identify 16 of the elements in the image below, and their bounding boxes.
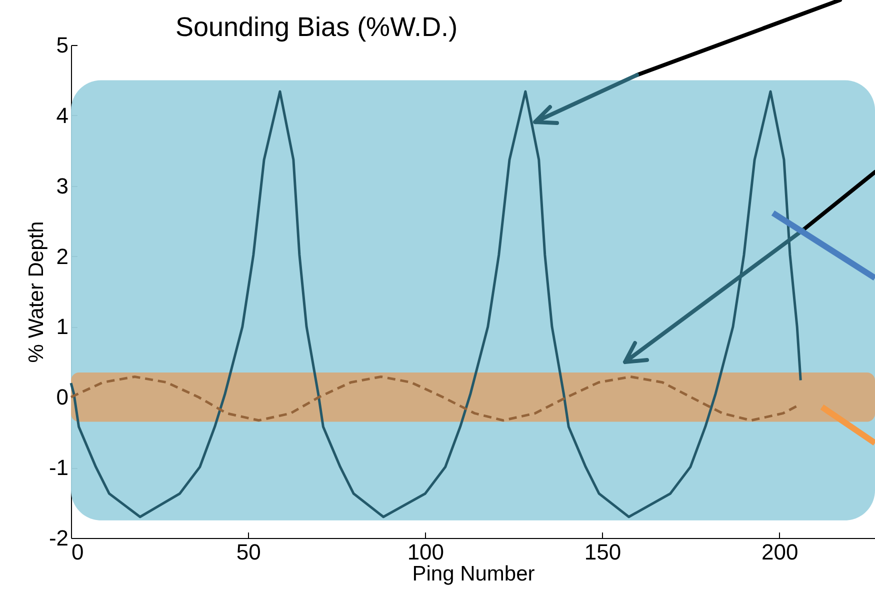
chart-title: Sounding Bias (%W.D.)	[175, 12, 458, 42]
x-axis-title: Ping Number	[412, 562, 535, 586]
y-tick-label: 4	[56, 102, 68, 128]
y-tick-label: 5	[56, 32, 68, 58]
y-axis-title: % Water Depth	[24, 221, 48, 363]
x-tick-label: 50	[236, 540, 261, 564]
y-tick-label: -1	[48, 455, 68, 480]
y-tick-label: -2	[48, 526, 68, 550]
x-tick-label: 200	[762, 540, 798, 564]
y-tick-label: 3	[56, 173, 68, 198]
x-tick-label: 100	[407, 540, 444, 564]
y-tick-label: 0	[56, 384, 68, 410]
x-tick-label: 150	[584, 540, 622, 564]
y-tick-label: 2	[56, 244, 68, 269]
y-tick-label: 1	[56, 314, 68, 340]
x-tick-label: 0	[72, 540, 84, 564]
